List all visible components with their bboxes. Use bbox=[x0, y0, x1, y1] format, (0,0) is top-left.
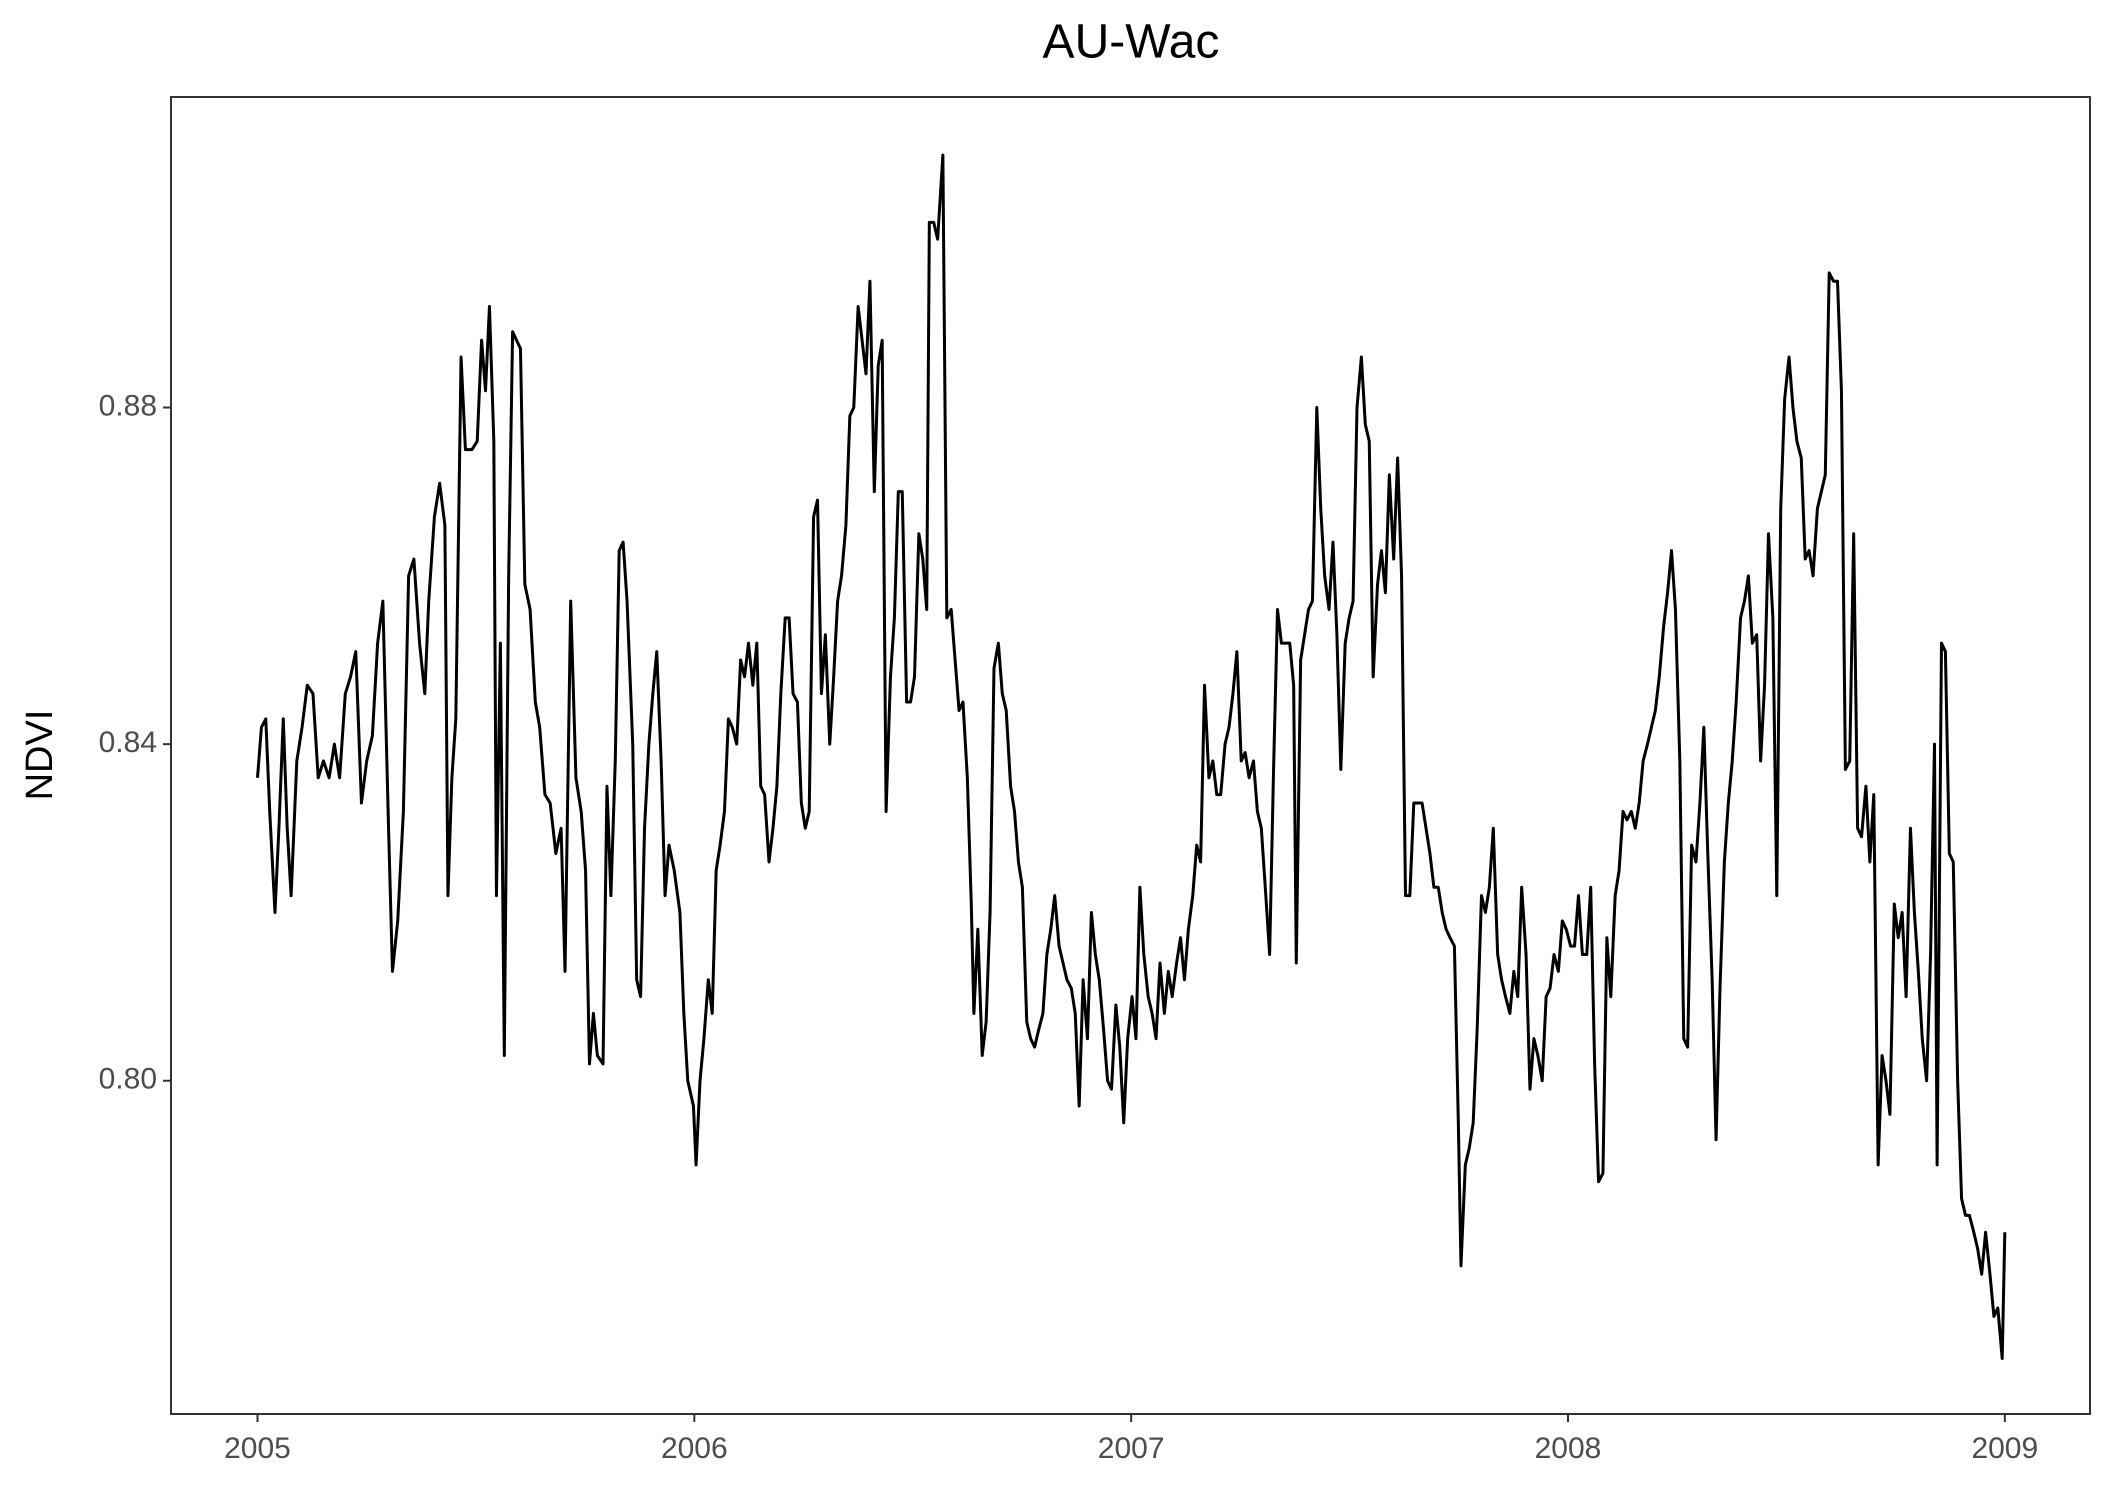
y-tick-label: 0.84 bbox=[99, 726, 157, 759]
x-tick-label: 2007 bbox=[1098, 1432, 1165, 1465]
x-tick-label: 2009 bbox=[1971, 1432, 2038, 1465]
x-tick-label: 2006 bbox=[661, 1432, 728, 1465]
y-axis-label: NDVI bbox=[19, 710, 61, 801]
x-tick-label: 2005 bbox=[224, 1432, 291, 1465]
y-tick-label: 0.80 bbox=[99, 1063, 157, 1096]
chart-title: AU-Wac bbox=[1043, 16, 1220, 69]
x-tick-label: 2008 bbox=[1535, 1432, 1602, 1465]
panel-border bbox=[170, 96, 2091, 1415]
y-tick-label: 0.88 bbox=[99, 389, 157, 422]
data-line bbox=[255, 153, 2007, 1360]
